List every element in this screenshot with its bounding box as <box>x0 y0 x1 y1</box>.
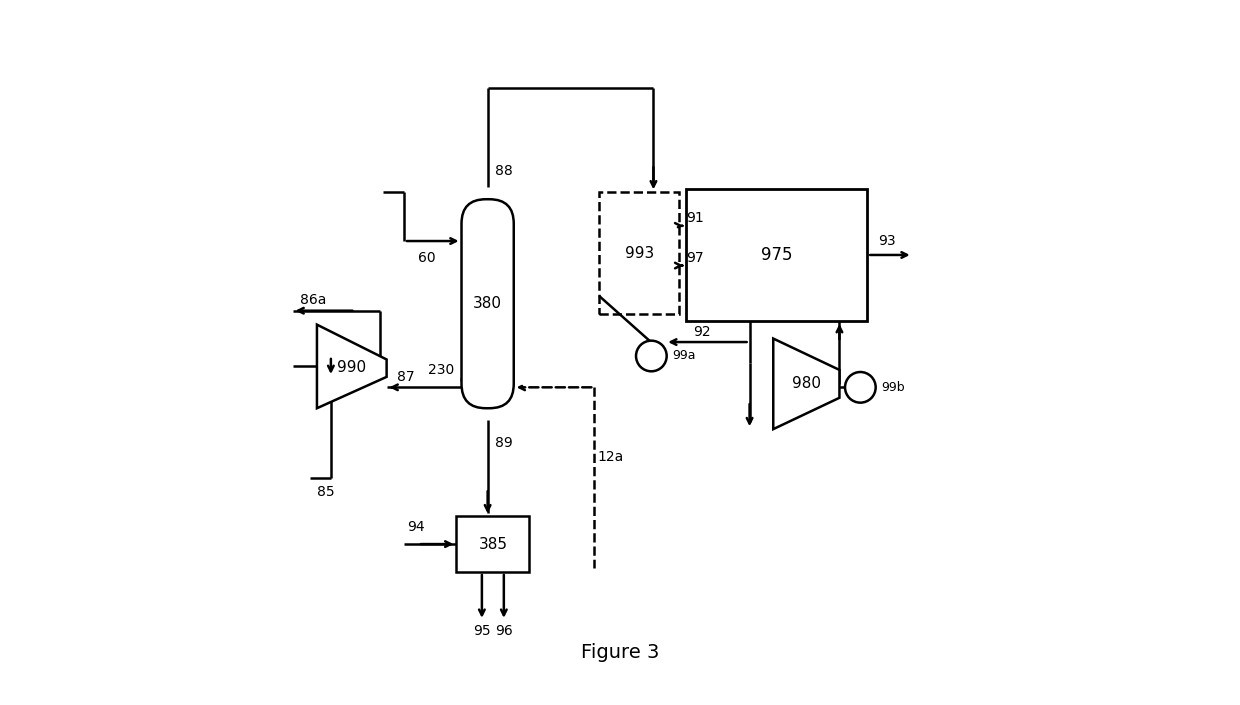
FancyBboxPatch shape <box>461 200 513 408</box>
Text: 85: 85 <box>317 485 335 499</box>
Text: 87: 87 <box>397 370 414 384</box>
Circle shape <box>636 341 667 372</box>
Text: 91: 91 <box>686 211 704 225</box>
Bar <box>599 192 680 314</box>
Text: G: G <box>856 381 866 394</box>
Text: 380: 380 <box>474 296 502 311</box>
Text: 230: 230 <box>428 363 455 377</box>
Text: 975: 975 <box>761 246 792 264</box>
Text: 980: 980 <box>792 376 821 391</box>
Text: 96: 96 <box>495 624 512 638</box>
Text: 86a: 86a <box>300 293 326 307</box>
Text: 88: 88 <box>495 164 512 178</box>
Polygon shape <box>774 338 839 429</box>
Text: 60: 60 <box>418 252 435 266</box>
Text: 99a: 99a <box>672 350 696 362</box>
Text: 95: 95 <box>474 624 491 638</box>
Text: 97: 97 <box>686 250 704 264</box>
Text: 12a: 12a <box>598 450 624 464</box>
Bar <box>456 516 529 572</box>
Text: 990: 990 <box>337 360 366 375</box>
Text: 92: 92 <box>693 324 711 338</box>
Text: 993: 993 <box>625 246 653 261</box>
Circle shape <box>844 372 875 403</box>
Text: G: G <box>646 350 656 362</box>
Text: 99b: 99b <box>882 381 905 394</box>
Bar <box>686 189 867 321</box>
Text: 93: 93 <box>878 234 895 248</box>
Text: 94: 94 <box>408 520 425 534</box>
Text: 385: 385 <box>479 537 507 551</box>
Polygon shape <box>317 324 387 408</box>
Text: Figure 3: Figure 3 <box>580 642 660 661</box>
Text: 89: 89 <box>495 436 512 450</box>
